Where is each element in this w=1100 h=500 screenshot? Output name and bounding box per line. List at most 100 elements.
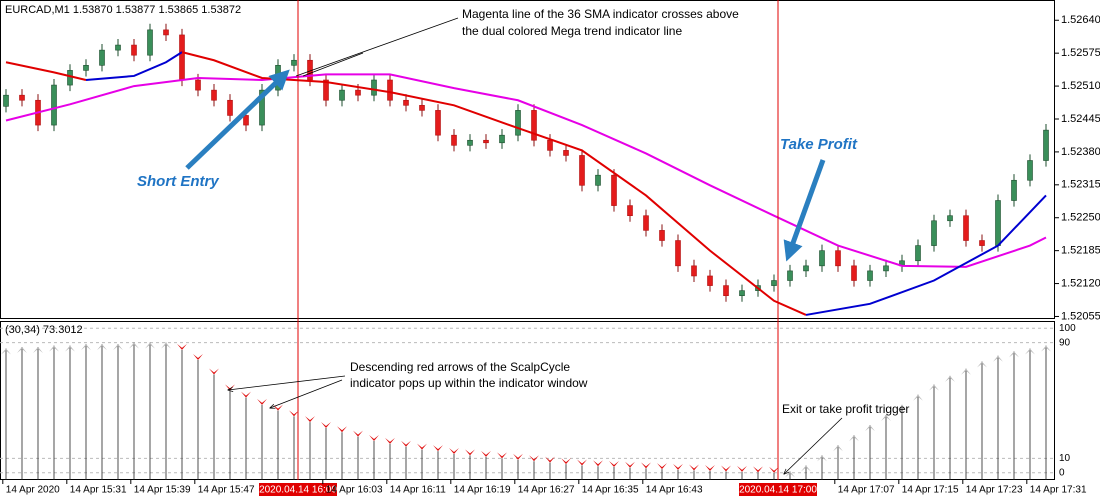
oscillator-arrow bbox=[305, 416, 315, 423]
profit-arrow bbox=[783, 159, 826, 262]
oscillator-arrow bbox=[945, 375, 955, 382]
candle-body bbox=[435, 110, 441, 136]
x-tick-label: 14 Apr 2020 bbox=[6, 485, 60, 496]
candle-body bbox=[419, 105, 425, 111]
oscillator-arrow bbox=[17, 347, 27, 354]
x-tick-label: 14 Apr 16:11 bbox=[390, 485, 446, 496]
candle-body bbox=[595, 174, 601, 186]
candle-body bbox=[611, 174, 617, 206]
oscillator-arrow bbox=[769, 466, 779, 473]
oscillator-arrow bbox=[337, 426, 347, 433]
x-tick-label: 14 Apr 17:23 bbox=[966, 485, 1023, 496]
oscillator-arrow bbox=[49, 345, 59, 352]
candle-body bbox=[243, 115, 249, 126]
oscillator-arrow bbox=[545, 456, 555, 463]
candle-body bbox=[803, 265, 809, 272]
candle-body bbox=[259, 89, 265, 126]
annotations: Magenta line of the 36 SMA indicator cro… bbox=[137, 7, 909, 474]
x-tick-label: 14 Apr 17:15 bbox=[902, 485, 959, 496]
candle-body bbox=[163, 29, 169, 36]
candle-body bbox=[883, 265, 889, 272]
oscillator-arrow bbox=[609, 460, 619, 467]
candle-body bbox=[675, 240, 681, 267]
x-tick-label: 14 Apr 16:03 bbox=[326, 485, 383, 496]
candle-body bbox=[707, 275, 713, 286]
candle-body bbox=[355, 89, 361, 96]
annotation-text: the dual colored Mega trend indicator li… bbox=[462, 24, 682, 38]
candle-body bbox=[787, 270, 793, 281]
candle-body bbox=[691, 265, 697, 277]
annotation-text: Descending red arrows of the ScalpCycle bbox=[350, 360, 570, 374]
y-tick-label: 1.52575 bbox=[1061, 47, 1100, 59]
oscillator-arrow bbox=[1041, 345, 1051, 352]
annotation-line bbox=[784, 417, 843, 474]
annotation-line bbox=[228, 375, 346, 390]
candle-body bbox=[819, 250, 825, 267]
oscillator-arrow bbox=[833, 445, 843, 452]
oscillator-arrow bbox=[625, 461, 635, 468]
oscillator-arrow bbox=[449, 447, 459, 454]
candle-body bbox=[531, 110, 537, 141]
oscillator-arrow bbox=[993, 355, 1003, 362]
y-tick-label: 1.52640 bbox=[1061, 14, 1100, 26]
symbol-header: EURCAD,M1 1.53870 1.53877 1.53865 1.5387… bbox=[5, 4, 241, 16]
oscillator-arrow bbox=[817, 455, 827, 462]
candle-body bbox=[659, 230, 665, 241]
oscillator-arrow bbox=[673, 463, 683, 470]
candle-body bbox=[979, 240, 985, 246]
candle-body bbox=[723, 285, 729, 297]
candle-body bbox=[867, 270, 873, 281]
oscillator-arrow bbox=[929, 384, 939, 391]
x-tick-label: 14 Apr 15:39 bbox=[134, 485, 191, 496]
oscillator-arrow bbox=[369, 434, 379, 441]
oscillator-arrow bbox=[465, 449, 475, 456]
short-entry-label: Short Entry bbox=[137, 173, 219, 190]
candle-body bbox=[547, 139, 553, 151]
candle-body bbox=[147, 29, 153, 56]
candle-body bbox=[67, 70, 73, 86]
oscillator-arrow bbox=[705, 465, 715, 472]
oscillator-arrow bbox=[641, 462, 651, 469]
candle-body bbox=[915, 245, 921, 262]
oscillator-arrow bbox=[433, 445, 443, 452]
oscillator-arrow bbox=[577, 459, 587, 466]
take-profit-label: Take Profit bbox=[780, 136, 858, 153]
indicator-panel bbox=[0, 321, 1055, 480]
candle-body bbox=[483, 139, 489, 144]
candle-body bbox=[515, 110, 521, 136]
x-tick-label: 14 Apr 16:43 bbox=[646, 485, 703, 496]
oscillator-arrow bbox=[33, 347, 43, 354]
oscillator-arrow bbox=[689, 464, 699, 471]
indicator-header: (30,34) 73.3012 bbox=[5, 324, 83, 336]
candle-body bbox=[643, 215, 649, 231]
candle-body bbox=[403, 99, 409, 106]
time-marker-label: 2020.04.14 16:00 bbox=[259, 485, 337, 496]
indicator-line bbox=[85, 51, 183, 81]
oscillator-arrow bbox=[849, 435, 859, 442]
oscillator-arrow bbox=[657, 463, 667, 470]
candle-body bbox=[627, 205, 633, 217]
oscillator-arrow bbox=[385, 437, 395, 444]
oscillator-arrow bbox=[561, 458, 571, 465]
y-tick-label: 1.52250 bbox=[1061, 212, 1100, 224]
oscillator-arrow bbox=[1009, 351, 1019, 358]
candle-body bbox=[579, 155, 585, 186]
candle-body bbox=[851, 265, 857, 281]
candle-body bbox=[3, 94, 9, 107]
oscillator-arrow bbox=[273, 404, 283, 411]
oscillator-arrow bbox=[129, 342, 139, 349]
candle-body bbox=[931, 220, 937, 246]
oscillator-arrow bbox=[353, 430, 363, 437]
oscillator-arrow bbox=[81, 344, 91, 351]
y-tick-label: 0 bbox=[1059, 467, 1065, 478]
candle-body bbox=[835, 250, 841, 267]
oscillator-arrow bbox=[321, 421, 331, 428]
oscillator-arrow bbox=[593, 460, 603, 467]
oscillator-arrow bbox=[65, 345, 75, 352]
oscillator-arrow bbox=[209, 368, 219, 375]
candle-body bbox=[83, 65, 89, 71]
oscillator-arrow bbox=[865, 425, 875, 432]
candle-body bbox=[499, 134, 505, 144]
annotation-text: indicator pops up within the indicator w… bbox=[350, 376, 588, 390]
